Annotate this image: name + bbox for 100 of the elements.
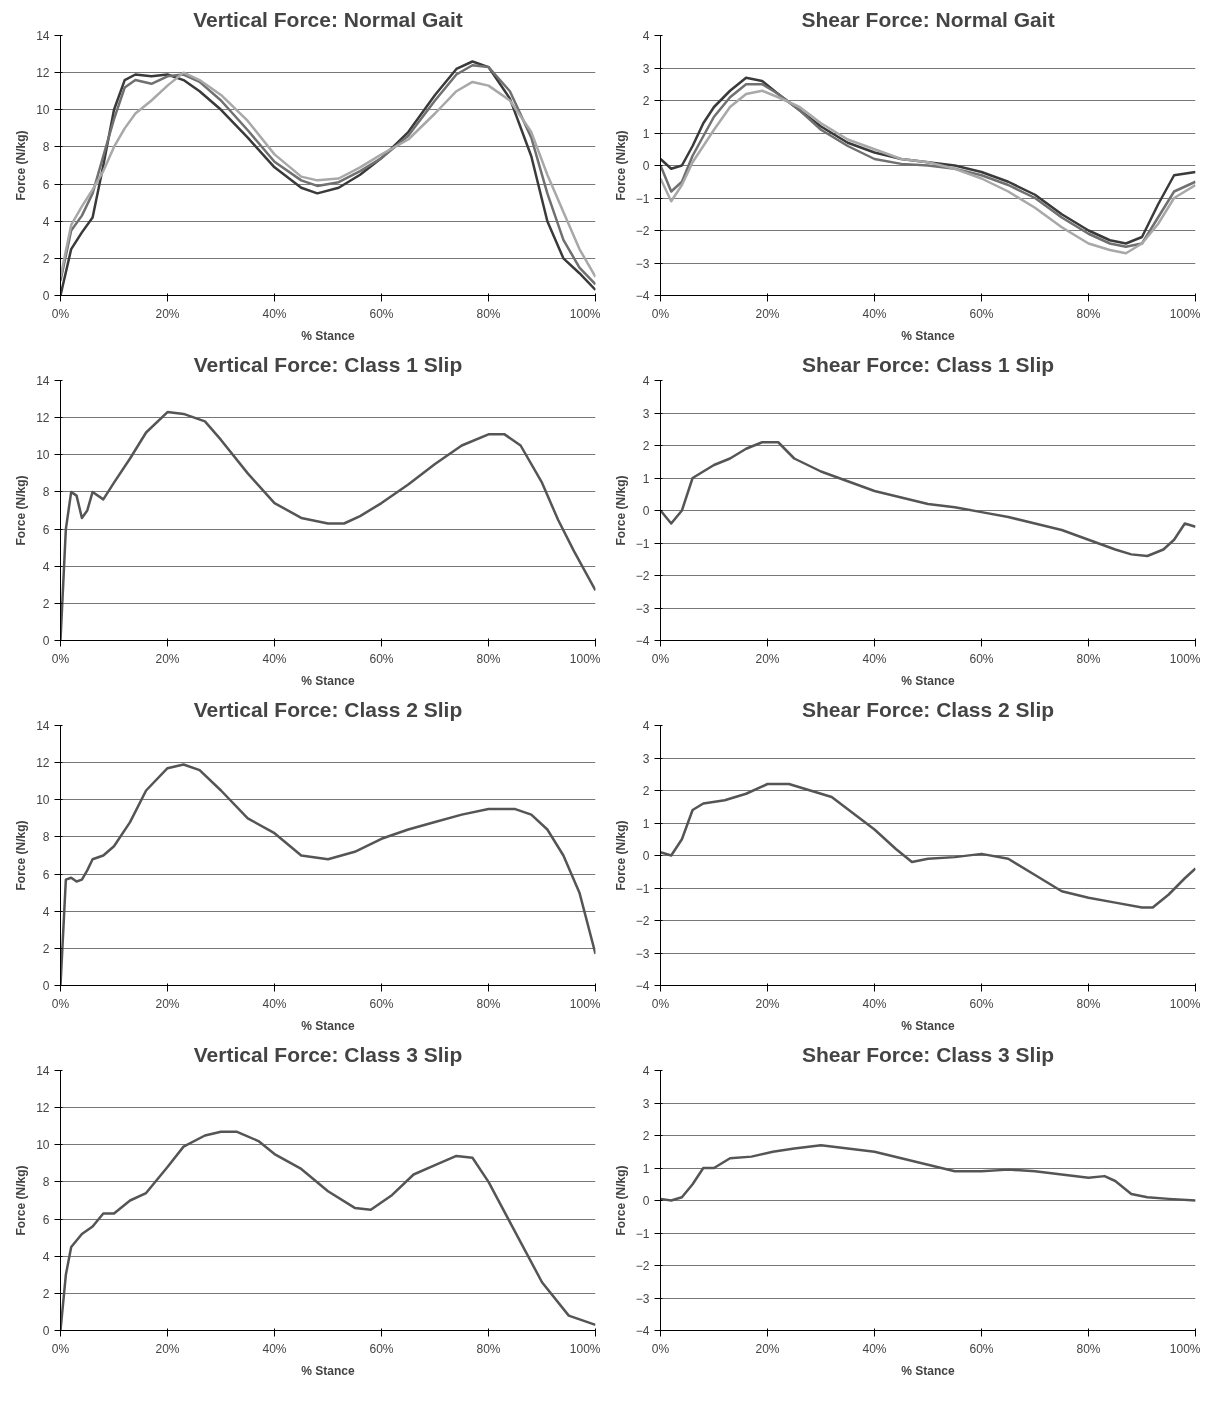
y-axis-title: Force (N/kg) (613, 820, 628, 891)
y-tick-label: 4 (642, 719, 650, 733)
x-tick-label: 80% (476, 1341, 501, 1356)
x-tick-label: 0% (51, 306, 70, 321)
x-tick-label: 80% (476, 651, 501, 666)
x-tick-label: 20% (755, 306, 780, 321)
x-tick-label: 40% (262, 651, 287, 666)
y-tick-label: 8 (42, 830, 50, 845)
x-tick-label: 0% (651, 651, 670, 666)
x-axis-title: % Stance (901, 1018, 955, 1033)
y-tick-label: 2 (642, 94, 650, 108)
x-tick-label: 20% (755, 996, 780, 1011)
y-axis-title: Force (N/kg) (14, 1165, 29, 1236)
x-tick-label: 60% (969, 996, 994, 1011)
y-tick-label: 12 (36, 756, 50, 771)
y-tick-label: 0 (42, 979, 50, 993)
x-tick-label: 20% (155, 306, 180, 321)
y-tick-label: 12 (36, 1101, 50, 1116)
x-tick-label: 0% (51, 996, 70, 1011)
x-tick-label: 100% (1169, 651, 1201, 666)
y-axis-title: Force (N/kg) (613, 130, 628, 201)
y-tick-label: 6 (42, 867, 50, 882)
x-tick-label: 60% (369, 1341, 394, 1356)
y-tick-label: 14 (36, 374, 50, 388)
y-tick-label: 12 (36, 411, 50, 426)
y-tick-label: 0 (42, 634, 50, 648)
y-tick-label: 4 (642, 374, 650, 388)
x-tick-label: 60% (369, 651, 394, 666)
x-tick-label: 60% (969, 651, 994, 666)
y-tick-label: −2 (635, 914, 650, 928)
y-tick-label: 4 (42, 1249, 50, 1264)
y-axis-title: Force (N/kg) (613, 1165, 628, 1236)
y-axis-title: Force (N/kg) (14, 130, 29, 201)
y-tick-label: 4 (642, 29, 650, 43)
x-tick-label: 20% (755, 1341, 780, 1356)
y-tick-label: 2 (642, 1129, 650, 1143)
x-tick-label: 60% (369, 306, 394, 321)
y-tick-label: 3 (642, 751, 650, 766)
chart-title: Vertical Force: Class 1 Slip (193, 352, 463, 376)
y-tick-label: 1 (642, 471, 650, 486)
x-tick-label: 0% (651, 306, 670, 321)
x-axis-title: % Stance (301, 673, 355, 688)
x-tick-label: 60% (969, 306, 994, 321)
y-tick-label: −3 (635, 256, 650, 271)
y-tick-label: 4 (42, 904, 50, 919)
chart-title: Shear Force: Class 2 Slip (801, 697, 1055, 721)
x-tick-label: 20% (155, 1341, 180, 1356)
y-tick-label: 14 (36, 1064, 50, 1078)
x-axis-title: % Stance (301, 1363, 355, 1378)
x-tick-label: 60% (969, 1341, 994, 1356)
y-tick-label: 8 (42, 1175, 50, 1190)
x-tick-label: 40% (262, 1341, 287, 1356)
y-tick-label: 10 (36, 793, 50, 808)
y-tick-label: 0 (42, 289, 50, 303)
y-tick-label: −1 (635, 191, 650, 206)
x-tick-label: 80% (1076, 306, 1101, 321)
x-tick-label: 100% (1169, 306, 1201, 321)
y-tick-label: −4 (635, 979, 650, 993)
y-tick-label: 14 (36, 719, 50, 733)
y-tick-label: 1 (642, 1161, 650, 1176)
y-tick-label: −1 (635, 536, 650, 551)
y-tick-label: −3 (635, 946, 650, 961)
y-tick-label: 8 (42, 140, 50, 155)
y-tick-label: 3 (642, 406, 650, 421)
y-tick-label: 1 (642, 816, 650, 831)
y-tick-label: 6 (42, 522, 50, 537)
x-axis-title: % Stance (901, 1363, 955, 1378)
x-tick-label: 0% (51, 651, 70, 666)
x-axis-title: % Stance (301, 1018, 355, 1033)
y-tick-label: 4 (642, 1064, 650, 1078)
y-tick-label: 1 (642, 126, 650, 141)
y-tick-label: 4 (42, 214, 50, 229)
x-tick-label: 40% (262, 996, 287, 1011)
x-tick-label: 40% (862, 651, 887, 666)
y-tick-label: −2 (635, 1259, 650, 1273)
x-tick-label: 20% (755, 651, 780, 666)
y-tick-label: 14 (36, 29, 50, 43)
x-tick-label: 100% (569, 306, 601, 321)
y-tick-label: −4 (635, 1324, 650, 1338)
x-tick-label: 80% (476, 996, 501, 1011)
x-tick-label: 80% (1076, 651, 1101, 666)
chart-title: Shear Force: Normal Gait (801, 7, 1055, 31)
x-tick-label: 100% (569, 996, 601, 1011)
y-tick-label: 3 (642, 1096, 650, 1111)
x-tick-label: 20% (155, 651, 180, 666)
y-tick-label: 0 (642, 159, 650, 173)
y-tick-label: 0 (642, 849, 650, 863)
y-axis-title: Force (N/kg) (14, 475, 29, 546)
x-tick-label: 100% (569, 1341, 601, 1356)
x-axis-title: % Stance (901, 673, 955, 688)
chart-title: Vertical Force: Normal Gait (193, 7, 463, 31)
y-tick-label: −3 (635, 1291, 650, 1306)
y-tick-label: −2 (635, 569, 650, 583)
y-tick-label: −1 (635, 1226, 650, 1241)
x-axis-title: % Stance (301, 328, 355, 343)
y-tick-label: 0 (642, 1194, 650, 1208)
y-tick-label: −4 (635, 289, 650, 303)
y-tick-label: 0 (42, 1324, 50, 1338)
y-tick-label: 3 (642, 61, 650, 76)
y-tick-label: 2 (642, 439, 650, 453)
